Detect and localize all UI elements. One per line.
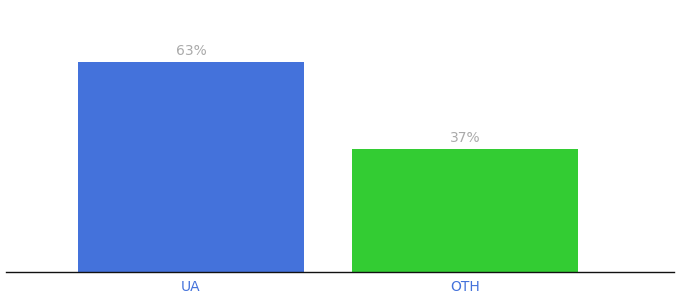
Text: 37%: 37% (449, 131, 480, 145)
Bar (352, 149, 578, 272)
Bar (78, 62, 304, 272)
Text: 63%: 63% (175, 44, 206, 58)
